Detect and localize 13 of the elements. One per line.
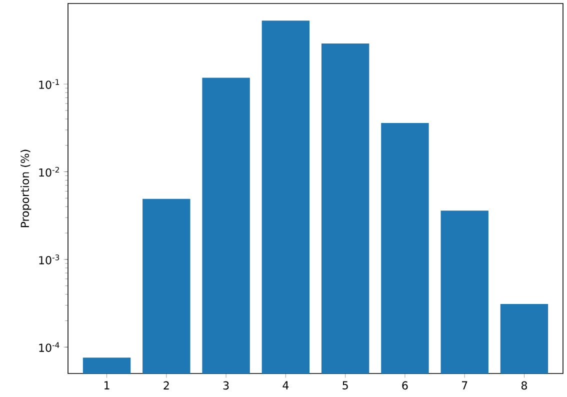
y-axis-title: Proportion (%) (20, 150, 32, 228)
x-tick-label: 2 (164, 381, 169, 390)
x-tick-label: 7 (462, 381, 468, 390)
x-tick-label: 3 (223, 381, 229, 390)
x-tick-label: 8 (521, 381, 527, 390)
x-tick-label: 5 (342, 381, 348, 390)
y-tick-label: 10$^{-4}$ (39, 342, 60, 352)
x-tick-label: 6 (402, 381, 408, 390)
y-tick-label: 10$^{-2}$ (39, 166, 59, 177)
y-tick-label: 10$^{-1}$ (39, 79, 59, 89)
x-tick-label: 1 (104, 381, 110, 390)
x-tick-label: 4 (282, 381, 289, 390)
y-tick-label: 10$^{-3}$ (39, 254, 60, 264)
